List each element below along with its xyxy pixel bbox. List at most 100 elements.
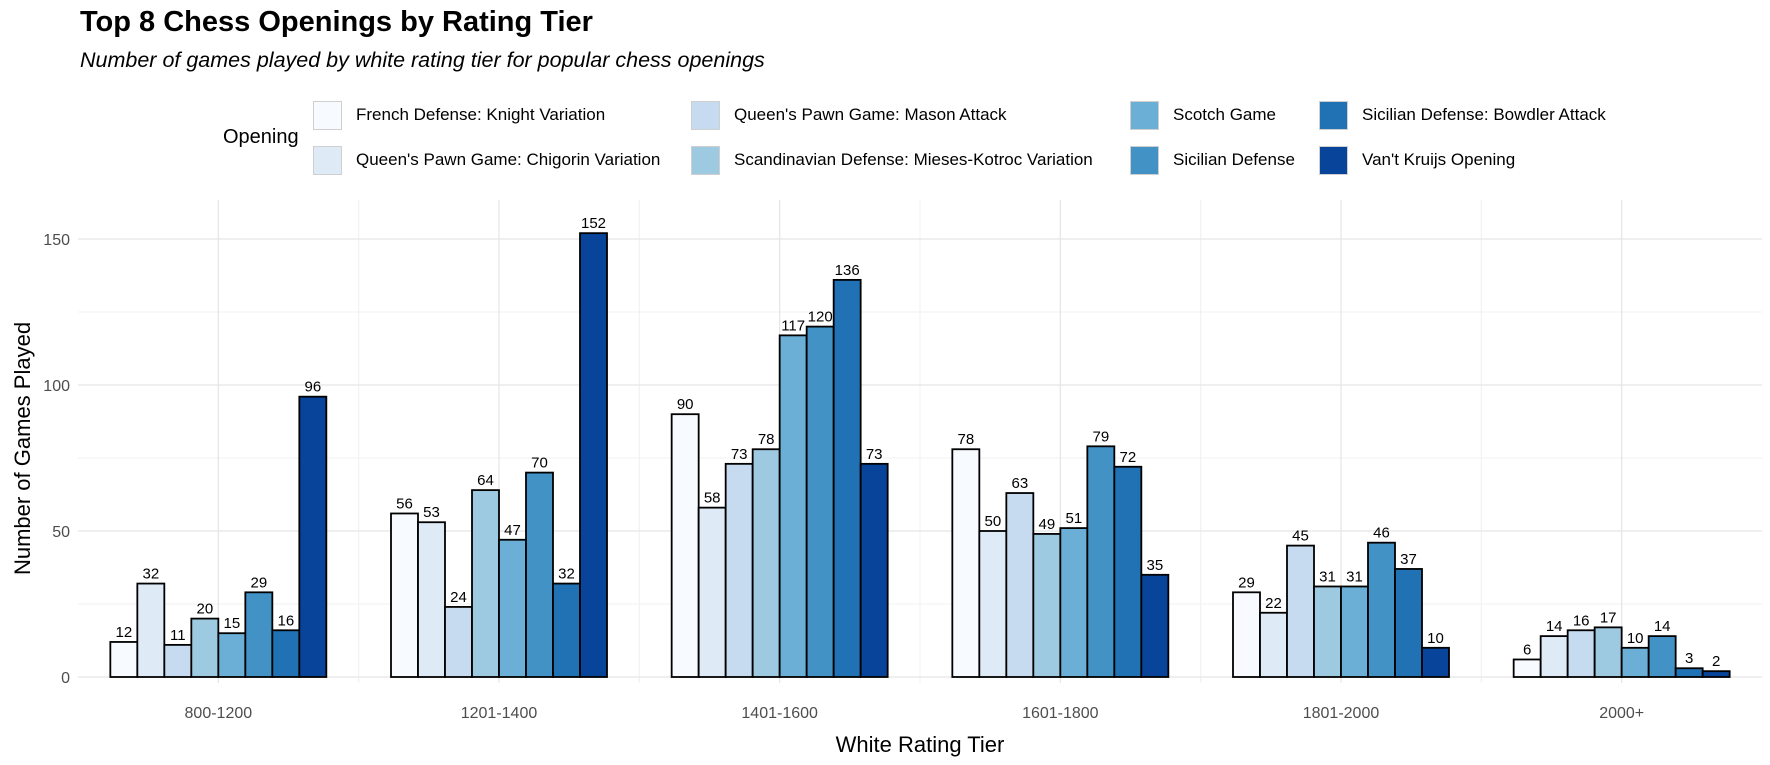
data-label: 78 bbox=[758, 431, 775, 448]
bar bbox=[244, 591, 274, 678]
x-tick-label: 1601-1800 bbox=[1022, 705, 1099, 722]
legend-swatch bbox=[1130, 145, 1159, 175]
data-label: 73 bbox=[866, 446, 883, 463]
bar bbox=[1394, 568, 1423, 678]
data-label: 46 bbox=[1373, 525, 1390, 542]
legend-swatch bbox=[313, 145, 342, 175]
bar bbox=[1512, 658, 1542, 678]
chart-title: Top 8 Chess Openings by Rating Tier bbox=[80, 6, 593, 38]
data-label: 90 bbox=[677, 396, 694, 413]
bar bbox=[724, 462, 754, 678]
data-label: 29 bbox=[250, 574, 267, 591]
data-label: 117 bbox=[781, 317, 805, 334]
bar bbox=[670, 413, 700, 678]
data-label: 49 bbox=[1038, 516, 1055, 533]
bar bbox=[525, 471, 554, 678]
bar bbox=[552, 582, 581, 678]
bar bbox=[1086, 445, 1116, 678]
legend-label: Scotch Game bbox=[1173, 105, 1276, 124]
bar bbox=[1232, 591, 1261, 678]
data-label: 51 bbox=[1065, 510, 1082, 527]
data-label: 16 bbox=[277, 612, 294, 629]
data-label: 45 bbox=[1292, 528, 1309, 545]
bar bbox=[1566, 629, 1596, 678]
legend-swatch bbox=[691, 145, 720, 175]
y-tick-label: 150 bbox=[43, 232, 70, 249]
bar bbox=[190, 617, 220, 678]
legend-swatch bbox=[691, 100, 720, 130]
data-label: 79 bbox=[1092, 428, 1109, 445]
bar bbox=[1593, 626, 1623, 678]
data-label: 32 bbox=[142, 566, 159, 583]
x-tick-label: 1401-1600 bbox=[741, 705, 818, 722]
bar bbox=[217, 632, 247, 678]
bar bbox=[390, 512, 419, 678]
legend-label: Queen's Pawn Game: Mason Attack bbox=[734, 105, 1007, 124]
legend-title: Opening bbox=[223, 126, 299, 148]
legend-label: Van't Kruijs Opening bbox=[1362, 150, 1516, 169]
bar bbox=[1367, 541, 1396, 678]
y-axis-title: Number of Games Played bbox=[10, 322, 35, 575]
data-label: 11 bbox=[170, 627, 186, 644]
data-label: 73 bbox=[731, 446, 748, 463]
data-label: 31 bbox=[1319, 568, 1336, 585]
data-label: 10 bbox=[1427, 630, 1444, 647]
bar bbox=[1539, 635, 1569, 678]
legend-label: Queen's Pawn Game: Chigorin Variation bbox=[356, 150, 661, 169]
bar bbox=[1059, 527, 1089, 678]
bar bbox=[1647, 635, 1677, 678]
data-label: 12 bbox=[115, 624, 132, 641]
data-label: 14 bbox=[1546, 618, 1563, 635]
bar bbox=[579, 232, 608, 678]
bar bbox=[444, 606, 473, 678]
legend-swatch bbox=[313, 100, 342, 130]
bar bbox=[1032, 533, 1062, 678]
data-label: 3 bbox=[1685, 650, 1693, 667]
x-tick-label: 800-1200 bbox=[185, 705, 253, 722]
bar bbox=[298, 395, 328, 678]
bar bbox=[163, 643, 193, 678]
legend-item-sicilian-bowdler: Sicilian Defense: Bowdler Attack bbox=[1319, 97, 1606, 133]
bar bbox=[951, 448, 981, 678]
data-label: 20 bbox=[196, 601, 213, 618]
bar bbox=[805, 325, 835, 678]
data-label: 56 bbox=[396, 495, 413, 512]
bar bbox=[471, 489, 500, 678]
bar bbox=[778, 334, 808, 678]
bar bbox=[697, 506, 727, 678]
bar bbox=[832, 278, 862, 678]
bar bbox=[136, 582, 166, 678]
legend-item-queens-pawn-chigorin: Queen's Pawn Game: Chigorin Variation bbox=[313, 142, 660, 178]
bar bbox=[498, 538, 527, 678]
bar bbox=[1620, 646, 1650, 678]
data-label: 2 bbox=[1712, 653, 1720, 670]
legend-item-scandinavian-mieses: Scandinavian Defense: Mieses-Kotroc Vari… bbox=[691, 142, 1093, 178]
data-label: 22 bbox=[1265, 595, 1282, 612]
x-axis-title: White Rating Tier bbox=[836, 732, 1005, 757]
legend-item-scotch-game: Scotch Game bbox=[1130, 97, 1276, 133]
y-tick-label: 50 bbox=[52, 524, 70, 541]
bar bbox=[1113, 465, 1143, 678]
bar bbox=[1005, 492, 1035, 678]
legend-item-queens-pawn-mason: Queen's Pawn Game: Mason Attack bbox=[691, 97, 1007, 133]
bar bbox=[1674, 667, 1704, 678]
data-label: 64 bbox=[477, 472, 494, 489]
bar bbox=[109, 641, 139, 678]
bar bbox=[1140, 573, 1170, 678]
legend-item-french-knight: French Defense: Knight Variation bbox=[313, 97, 605, 133]
x-tick-label: 1201-1400 bbox=[461, 705, 538, 722]
data-label: 72 bbox=[1119, 449, 1136, 466]
data-label: 58 bbox=[704, 490, 721, 507]
bar bbox=[859, 462, 889, 678]
data-label: 32 bbox=[558, 566, 575, 583]
legend-swatch bbox=[1319, 145, 1348, 175]
bar bbox=[1340, 585, 1369, 678]
bar bbox=[417, 521, 446, 678]
data-label: 53 bbox=[423, 504, 440, 521]
legend-label: Scandinavian Defense: Mieses-Kotroc Vari… bbox=[734, 150, 1093, 169]
bar bbox=[978, 530, 1008, 678]
data-label: 96 bbox=[304, 379, 321, 396]
data-label: 29 bbox=[1238, 574, 1255, 591]
bar bbox=[271, 629, 301, 678]
